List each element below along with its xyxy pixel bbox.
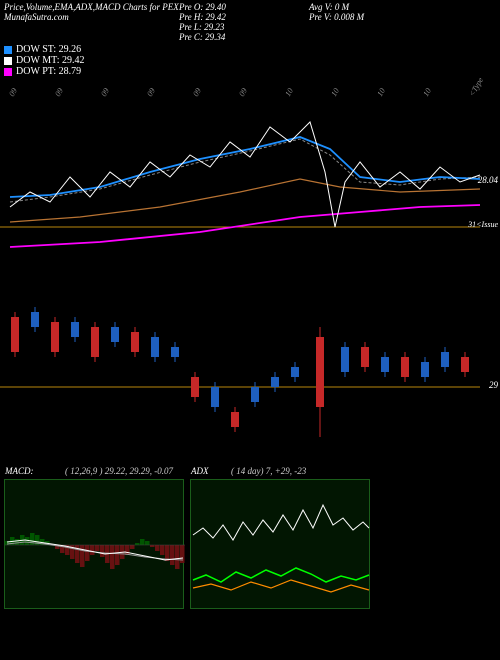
date-tick: 09 bbox=[99, 87, 111, 98]
macd-label: MACD: bbox=[5, 466, 34, 476]
legend-item: DOW PT: 28.79 bbox=[4, 66, 496, 77]
date-tick: 10 bbox=[421, 87, 433, 98]
ref-label: 31<Issue bbox=[468, 220, 498, 229]
legend-text: DOW PT: 28.79 bbox=[16, 66, 81, 77]
legend-text: DOW ST: 29.26 bbox=[16, 44, 81, 55]
date-tick: 09 bbox=[237, 87, 249, 98]
adx-svg bbox=[191, 480, 371, 610]
legend-swatch bbox=[4, 57, 12, 65]
stat-row: Pre O: 29.40 bbox=[179, 2, 309, 12]
adx-label: ADX bbox=[191, 466, 209, 476]
stat-row: Pre V: 0.008 M bbox=[309, 12, 364, 22]
date-tick: 09 bbox=[191, 87, 203, 98]
adx-panel: ADX ( 14 day) 7, +29, -23 bbox=[190, 479, 370, 609]
stat-row: Pre H: 29.42 bbox=[179, 12, 309, 22]
candle-ref-label: 29 bbox=[489, 380, 498, 390]
chart-title: Price,Volume,EMA,ADX,MACD Charts for PEX… bbox=[4, 2, 179, 42]
adx-info: ( 14 day) 7, +29, -23 bbox=[231, 466, 306, 476]
date-axis: 09090909090910101010<Type bbox=[0, 77, 480, 97]
legend: DOW ST: 29.26DOW MT: 29.42DOW PT: 28.79 bbox=[0, 44, 500, 77]
price-label: 28.04 bbox=[478, 175, 498, 185]
legend-swatch bbox=[4, 68, 12, 76]
date-tick: 09 bbox=[145, 87, 157, 98]
chart-header: Price,Volume,EMA,ADX,MACD Charts for PEX… bbox=[0, 0, 500, 44]
volume-stats: Avg V: 0 MPre V: 0.008 M bbox=[309, 2, 364, 42]
macd-svg bbox=[5, 480, 185, 610]
price-chart: 09090909090910101010<Type 28.04 31<Issue… bbox=[0, 77, 500, 457]
stat-row: Pre C: 29.34 bbox=[179, 32, 309, 42]
legend-item: DOW MT: 29.42 bbox=[4, 55, 496, 66]
indicator-row: MACD: ( 12,26,9 ) 29.22, 29.29, -0.07 AD… bbox=[0, 475, 500, 613]
date-tick: 09 bbox=[53, 87, 65, 98]
date-tick: 10 bbox=[329, 87, 341, 98]
date-tick: 10 bbox=[283, 87, 295, 98]
chart-svg bbox=[0, 77, 500, 457]
macd-info: ( 12,26,9 ) 29.22, 29.29, -0.07 bbox=[65, 466, 173, 476]
ohlc-stats: Pre O: 29.40Pre H: 29.42Pre L: 29.23Pre … bbox=[179, 2, 309, 42]
legend-swatch bbox=[4, 46, 12, 54]
legend-item: DOW ST: 29.26 bbox=[4, 44, 496, 55]
macd-panel: MACD: ( 12,26,9 ) 29.22, 29.29, -0.07 bbox=[4, 479, 184, 609]
legend-text: DOW MT: 29.42 bbox=[16, 55, 84, 66]
stat-row: Pre L: 29.23 bbox=[179, 22, 309, 32]
date-tick: 09 bbox=[7, 87, 19, 98]
date-tick: 10 bbox=[375, 87, 387, 98]
stat-row: Avg V: 0 M bbox=[309, 2, 364, 12]
